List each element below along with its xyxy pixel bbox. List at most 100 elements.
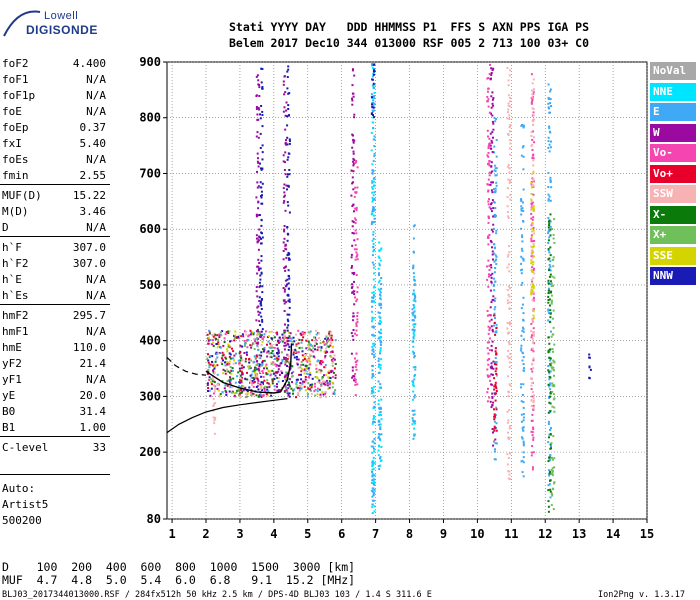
echo-point-cluster bbox=[313, 390, 316, 393]
echo-point-e bbox=[521, 329, 524, 332]
echo-point-nne bbox=[378, 337, 381, 340]
echo-point-cluster bbox=[307, 375, 310, 378]
echo-point-w bbox=[256, 160, 259, 163]
echo-point-e bbox=[372, 101, 375, 104]
echo-point-ssw bbox=[509, 142, 512, 145]
echo-point-nne bbox=[371, 163, 374, 166]
echo-point-e bbox=[548, 385, 551, 388]
echo-point-cluster bbox=[309, 388, 312, 391]
echo-point-nne bbox=[372, 250, 375, 253]
echo-point-nnw bbox=[287, 299, 290, 302]
echo-point-cluster bbox=[240, 386, 243, 389]
echo-point-cluster bbox=[242, 385, 245, 388]
echo-point-e bbox=[549, 454, 552, 457]
echo-point-e bbox=[494, 280, 497, 283]
echo-point-cluster bbox=[301, 339, 304, 341]
echo-point-x- bbox=[548, 257, 551, 260]
echo-point-cluster bbox=[223, 341, 226, 343]
echo-point-vo- bbox=[355, 363, 358, 366]
echo-point-e bbox=[380, 283, 383, 285]
echo-point-sse bbox=[530, 269, 533, 272]
echo-point-e bbox=[494, 361, 496, 363]
echo-point-cluster bbox=[208, 364, 211, 366]
echo-point-w bbox=[353, 293, 356, 296]
echo-point-e bbox=[373, 145, 376, 148]
echo-point-e bbox=[379, 411, 382, 413]
echo-point-cluster bbox=[280, 370, 283, 373]
echo-point-cluster bbox=[332, 345, 334, 348]
echo-point-cluster bbox=[273, 346, 276, 349]
param-separator bbox=[0, 304, 110, 305]
param-name: hmF1 bbox=[2, 325, 29, 338]
echo-point-vo- bbox=[532, 404, 535, 407]
echo-point-cluster bbox=[273, 385, 276, 388]
echo-point-e bbox=[412, 264, 415, 267]
echo-point-cluster bbox=[208, 332, 211, 335]
echo-point-cluster bbox=[263, 367, 265, 370]
echo-point-cluster bbox=[270, 346, 273, 349]
echo-point-nnw bbox=[260, 351, 263, 354]
echo-point-cluster bbox=[238, 381, 241, 384]
echo-point-cluster bbox=[216, 356, 219, 359]
echo-point-nne bbox=[371, 200, 374, 203]
echo-point-e bbox=[493, 324, 495, 327]
echo-point-cluster bbox=[212, 392, 215, 395]
echo-point-ssw bbox=[530, 245, 533, 248]
echo-point-x- bbox=[548, 304, 551, 307]
echo-point-cluster bbox=[287, 381, 290, 384]
echo-point-nnw bbox=[287, 287, 290, 290]
echo-point-vo- bbox=[354, 217, 357, 220]
echo-point-nnw bbox=[260, 330, 263, 333]
echo-point-x- bbox=[550, 282, 553, 285]
echo-point-cluster bbox=[259, 335, 262, 338]
echo-point-cluster bbox=[316, 387, 319, 390]
echo-point-ssw bbox=[531, 318, 534, 321]
echo-point-ssw bbox=[508, 307, 511, 310]
echo-point-cluster bbox=[270, 352, 273, 355]
echo-point-ssw bbox=[508, 391, 510, 394]
echo-point-vo- bbox=[487, 235, 490, 238]
echo-point-e bbox=[372, 364, 374, 367]
echo-point-cluster bbox=[237, 371, 240, 374]
echo-point-sse bbox=[530, 291, 533, 294]
echo-point-e bbox=[378, 437, 381, 440]
echo-point-cluster bbox=[265, 330, 267, 333]
echo-point-vo- bbox=[354, 207, 357, 210]
echo-point-w bbox=[491, 114, 494, 117]
echo-point-x- bbox=[550, 469, 553, 471]
echo-point-cluster bbox=[330, 337, 333, 340]
echo-point-vo- bbox=[493, 408, 495, 411]
echo-point-vo- bbox=[495, 367, 498, 370]
echo-point-cluster bbox=[229, 371, 231, 374]
echo-point-cluster bbox=[274, 355, 277, 358]
echo-point-cluster bbox=[230, 370, 233, 372]
echo-point-cluster bbox=[253, 378, 256, 381]
echo-point-e bbox=[521, 249, 524, 252]
echo-point-vo- bbox=[486, 347, 489, 350]
echo-point-cluster bbox=[291, 343, 294, 346]
echo-point-vo- bbox=[531, 99, 534, 102]
echo-point-cluster bbox=[241, 333, 244, 336]
echo-point-nnw bbox=[261, 320, 264, 323]
param-value: N/A bbox=[86, 73, 106, 86]
echo-point-cluster bbox=[315, 338, 318, 341]
echo-point-e bbox=[414, 296, 417, 299]
echo-point-cluster bbox=[231, 357, 234, 360]
echo-point-cluster bbox=[332, 375, 334, 378]
echo-point-w bbox=[283, 237, 286, 240]
echo-point-e bbox=[520, 344, 523, 347]
echo-point-cluster bbox=[268, 346, 271, 349]
echo-point-cluster bbox=[261, 395, 264, 397]
echo-point-cluster bbox=[262, 348, 264, 351]
echo-point-vo- bbox=[488, 275, 490, 278]
echo-point-w bbox=[255, 75, 258, 78]
echo-point-vo- bbox=[356, 253, 359, 256]
echo-point-e bbox=[413, 310, 416, 313]
echo-point-nne bbox=[380, 336, 382, 338]
echo-point-w bbox=[257, 165, 260, 168]
echo-point-cluster bbox=[212, 345, 215, 347]
echo-point-cluster bbox=[269, 374, 272, 377]
param-row: foEs N/A bbox=[2, 153, 106, 167]
echo-point-e bbox=[495, 263, 498, 265]
echo-point-ssw bbox=[508, 436, 511, 439]
